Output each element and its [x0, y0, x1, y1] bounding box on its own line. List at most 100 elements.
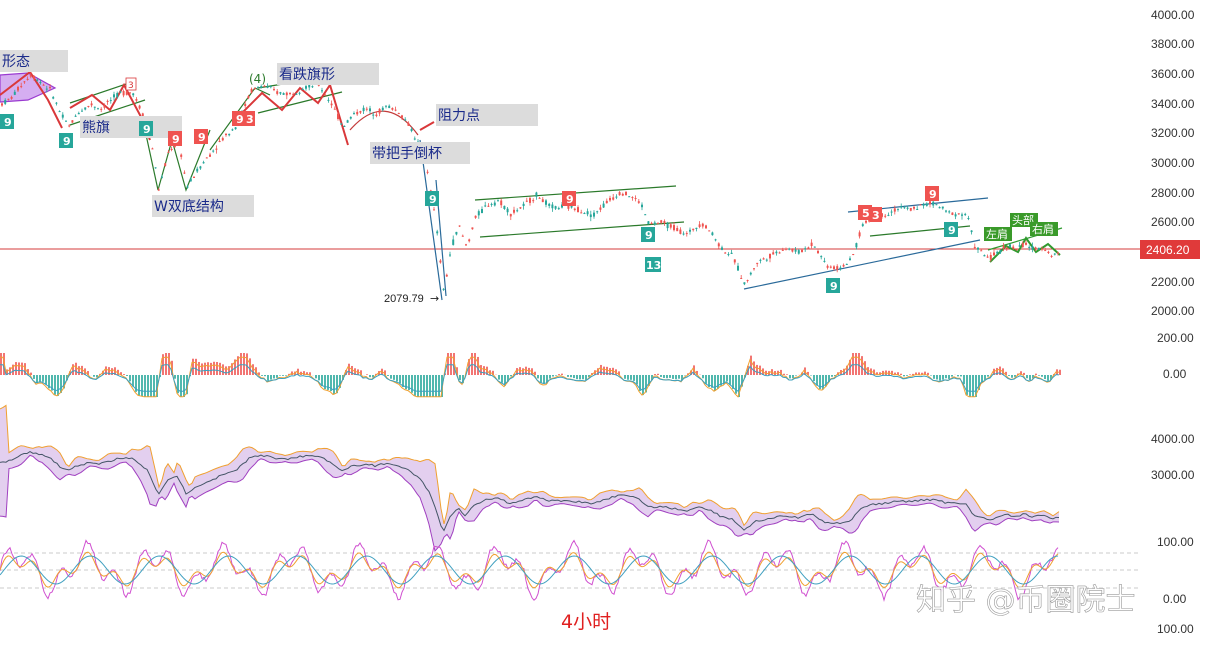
- candle-body: [612, 197, 615, 200]
- macd-bar: [144, 375, 146, 397]
- macd-bar: [360, 370, 362, 375]
- macd-bar: [1005, 371, 1007, 375]
- td-number: 9: [172, 133, 180, 146]
- macd-bar: [273, 375, 275, 379]
- candle-body: [161, 176, 163, 178]
- td-number: 9: [143, 123, 151, 136]
- macd-bar: [72, 364, 74, 375]
- macd-bar: [396, 375, 398, 382]
- macd-bar: [372, 375, 374, 378]
- macd-bar: [984, 375, 986, 380]
- candle-body: [580, 212, 583, 214]
- candle-body: [573, 208, 576, 210]
- macd-bar: [930, 375, 932, 376]
- macd-bar: [147, 375, 149, 397]
- macd-bar: [975, 375, 977, 397]
- low-marker-arrow: →: [430, 292, 439, 305]
- candle-body: [301, 89, 304, 91]
- td-number: 9: [830, 280, 838, 293]
- candle-body: [1044, 250, 1047, 252]
- macd-bar: [834, 375, 836, 377]
- candle-body: [893, 208, 896, 212]
- candle-body: [253, 88, 256, 90]
- macd-bar: [201, 363, 203, 375]
- candle-body: [263, 85, 266, 87]
- macd-bar: [630, 375, 632, 380]
- current-price-badge: [1140, 240, 1200, 259]
- macd-bar: [681, 375, 683, 381]
- candle-body: [865, 220, 867, 223]
- candle-body: [583, 213, 586, 215]
- candle-body: [100, 108, 103, 110]
- candle-body: [791, 249, 794, 252]
- td-number: 3: [246, 113, 254, 126]
- candle-body: [487, 205, 490, 207]
- macd-bar: [63, 375, 65, 389]
- macd-bar: [696, 370, 698, 375]
- annotation-wave-four: (4): [249, 72, 266, 86]
- candle-body: [1002, 245, 1005, 249]
- candle-body: [1047, 251, 1050, 254]
- candle-body: [577, 207, 579, 213]
- macd-bar: [891, 370, 893, 375]
- macd-bar: [549, 375, 551, 379]
- candle-body: [788, 248, 791, 250]
- annotation-bear-flag: 熊旗: [82, 120, 110, 136]
- candle-body: [381, 107, 384, 111]
- candle-body: [289, 92, 291, 94]
- macd-bar: [87, 371, 89, 375]
- candle-body: [308, 83, 311, 88]
- candle-body: [221, 138, 224, 141]
- macd-bar: [192, 358, 194, 375]
- candle-body: [647, 221, 650, 225]
- macd-bar: [558, 374, 560, 375]
- macd-bar: [600, 364, 602, 375]
- candle-body: [999, 249, 1002, 253]
- candle-body: [1028, 246, 1031, 248]
- candle-body: [855, 243, 858, 248]
- candle-body: [449, 254, 451, 256]
- macd-bar: [399, 375, 401, 384]
- candle-body: [250, 88, 253, 93]
- td-square: [59, 133, 73, 148]
- candle-body: [615, 196, 618, 198]
- macd-bar: [42, 375, 44, 382]
- macd-bar: [420, 375, 422, 397]
- macd-bar: [150, 375, 152, 397]
- candle-body: [820, 256, 823, 258]
- macd-bar: [210, 362, 212, 375]
- head-label: 头部: [1012, 213, 1034, 227]
- macd-bar: [831, 375, 833, 377]
- macd-bar: [129, 375, 131, 382]
- macd-bar: [231, 363, 233, 375]
- crash-line: [419, 139, 443, 301]
- candle-body: [801, 249, 803, 253]
- watermark: 知乎 @币圈院士: [916, 583, 1136, 618]
- candle-body: [682, 233, 685, 235]
- candle-body: [1005, 247, 1008, 249]
- candle-body: [433, 209, 435, 211]
- macd-bar: [135, 375, 137, 392]
- candle-body: [737, 265, 739, 271]
- price-tick: 4000.00: [1151, 8, 1195, 22]
- candle-body: [4, 99, 7, 104]
- td-square: [870, 207, 882, 222]
- candle-body: [305, 86, 307, 89]
- macd-bar: [207, 362, 209, 375]
- candle-body: [154, 167, 157, 169]
- macd-bar: [705, 375, 707, 384]
- macd-bar: [453, 353, 455, 375]
- macd-bar: [792, 375, 794, 379]
- candle-body: [490, 203, 493, 205]
- macd-bar: [1038, 375, 1040, 376]
- macd-bar: [264, 375, 266, 377]
- candle-body: [20, 86, 23, 88]
- macd-bar: [726, 375, 728, 382]
- macd-bar: [405, 375, 407, 390]
- candle-body: [884, 215, 887, 217]
- macd-bar: [315, 375, 317, 379]
- candle-body: [861, 224, 864, 226]
- candle-body: [989, 255, 992, 260]
- candle-body: [234, 127, 237, 130]
